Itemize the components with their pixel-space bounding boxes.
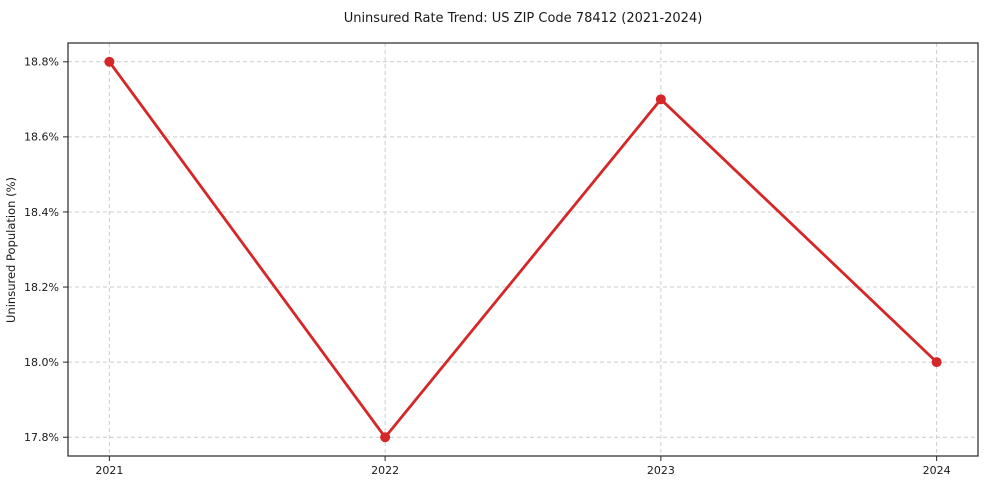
- plot-area: [68, 43, 978, 456]
- data-point-marker: [380, 432, 391, 443]
- trend-line: [107, 60, 939, 439]
- axis-ticks: 2021 2022 2023 2024 17.8% 18.0% 18.2% 18.4% 18.6…: [24, 56, 951, 477]
- y-tick-label: 18.4%: [24, 206, 59, 219]
- chart-title: Uninsured Rate Trend: US ZIP Code 78412 …: [344, 11, 703, 26]
- y-tick-label: 18.0%: [24, 356, 59, 369]
- y-tick-label: 18.6%: [24, 131, 59, 144]
- plot-spines: [67, 42, 979, 457]
- data-point-marker: [655, 94, 666, 105]
- x-tick-label: 2024: [923, 464, 951, 477]
- y-tick-label: 18.8%: [24, 56, 59, 69]
- data-point-marker: [104, 56, 115, 67]
- x-tick-label: 2023: [647, 464, 675, 477]
- x-tick-label: 2022: [371, 464, 399, 477]
- y-axis-label: Uninsured Population (%): [4, 177, 18, 323]
- gridlines: [68, 43, 978, 456]
- y-tick-label: 18.2%: [24, 281, 59, 294]
- y-tick-label: 17.8%: [24, 431, 59, 444]
- data-series: [104, 56, 942, 443]
- plot-border: [67, 42, 979, 457]
- x-tick-label: 2021: [95, 464, 123, 477]
- data-point-marker: [931, 357, 942, 368]
